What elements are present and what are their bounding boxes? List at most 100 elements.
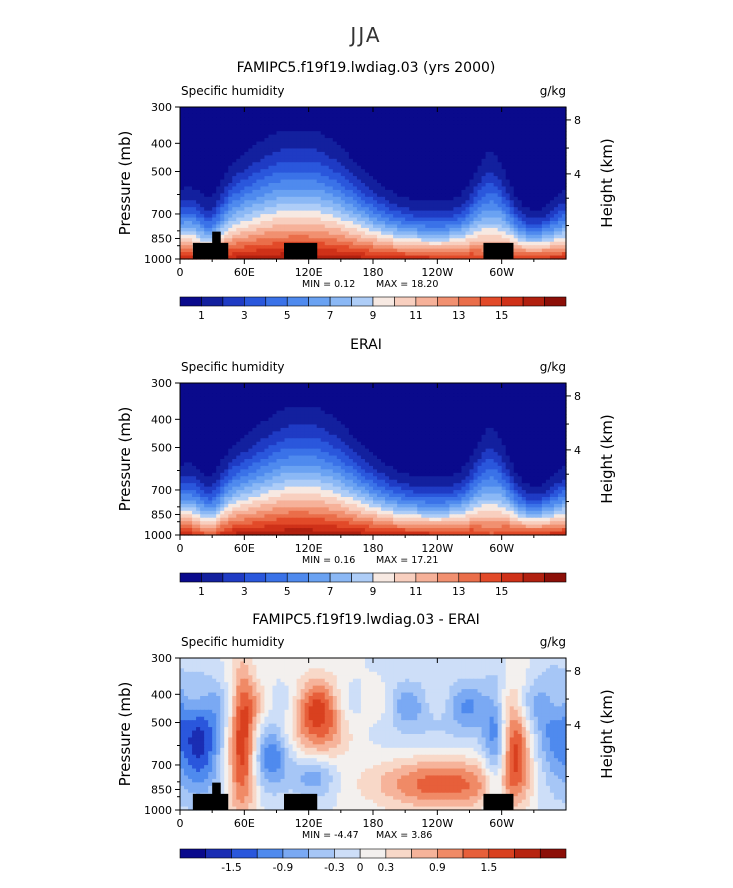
heatmap-cell <box>336 403 342 408</box>
heatmap-cell <box>200 120 205 125</box>
heatmap-cell <box>501 393 507 398</box>
heatmap-cell <box>364 179 370 184</box>
heatmap-cell <box>232 138 237 143</box>
heatmap-cell <box>553 383 559 388</box>
heatmap-cell <box>433 179 438 184</box>
heatmap-cell <box>268 221 274 226</box>
heatmap-cell <box>417 403 422 408</box>
heatmap-cell <box>465 127 471 132</box>
heatmap-cell <box>385 172 390 177</box>
heatmap-cell <box>280 386 286 391</box>
heatmap-cell <box>348 393 354 398</box>
heatmap-cell <box>385 383 390 388</box>
heatmap-cell <box>397 255 402 260</box>
heatmap-cell <box>421 117 426 122</box>
heatmap-cell <box>352 210 358 215</box>
heatmap-cell <box>497 214 503 219</box>
heatmap-cell <box>264 155 270 160</box>
heatmap-cell <box>529 155 535 160</box>
heatmap-cell <box>256 193 262 198</box>
heatmap-cell <box>284 155 290 160</box>
heatmap-cell <box>525 383 531 388</box>
heatmap-cell <box>537 176 543 181</box>
heatmap-cell <box>196 193 201 198</box>
heatmap-cell <box>373 396 378 401</box>
heatmap-cell <box>537 110 543 115</box>
heatmap-cell <box>477 172 483 177</box>
heatmap-cell <box>184 407 189 412</box>
heatmap-cell <box>224 214 229 219</box>
heatmap-cell <box>537 193 543 198</box>
heatmap-cell <box>373 189 378 194</box>
heatmap-cell <box>220 138 225 143</box>
heatmap-cell <box>561 120 567 125</box>
heatmap-cell <box>364 124 370 129</box>
heatmap-cell <box>469 120 475 125</box>
heatmap-cell <box>445 186 450 191</box>
heatmap-cell <box>224 203 229 208</box>
heatmap-cell <box>509 131 515 136</box>
heatmap-cell <box>453 134 459 139</box>
heatmap-cell <box>296 107 302 112</box>
heatmap-cell <box>553 248 559 253</box>
heatmap-cell <box>212 107 217 112</box>
heatmap-cell <box>316 403 322 408</box>
heatmap-cell <box>264 131 270 136</box>
heatmap-cell <box>228 189 233 194</box>
heatmap-cell <box>533 214 539 219</box>
heatmap-cell <box>537 386 543 391</box>
heatmap-cell <box>244 234 249 239</box>
heatmap-cell <box>553 224 559 229</box>
heatmap-cell <box>328 141 334 146</box>
heatmap-cell <box>332 124 338 129</box>
heatmap-cell <box>352 231 358 236</box>
heatmap-cell <box>449 145 455 150</box>
heatmap-cell <box>208 403 213 408</box>
heatmap-cell <box>356 238 362 243</box>
heatmap-cell <box>505 158 511 163</box>
terrain-block <box>212 231 221 259</box>
heatmap-cell <box>537 113 543 118</box>
heatmap-cell <box>296 141 302 146</box>
heatmap-cell <box>368 221 374 226</box>
heatmap-cell <box>208 148 213 153</box>
heatmap-cell <box>312 113 318 118</box>
heatmap-cell <box>196 117 201 122</box>
heatmap-cell <box>493 396 499 401</box>
heatmap-cell <box>280 120 286 125</box>
heatmap-cell <box>360 148 366 153</box>
heatmap-cell <box>461 162 467 167</box>
heatmap-cell <box>445 238 450 243</box>
heatmap-cell <box>332 252 338 257</box>
heatmap-cell <box>553 113 559 118</box>
heatmap-cell <box>228 227 233 232</box>
heatmap-cell <box>264 165 270 170</box>
heatmap-cell <box>509 403 515 408</box>
heatmap-cell <box>336 214 342 219</box>
colorbar-swatch <box>522 296 545 307</box>
heatmap-cell <box>204 134 209 139</box>
heatmap-cell <box>437 241 442 246</box>
heatmap-cell <box>264 245 270 250</box>
heatmap-cell <box>453 252 459 257</box>
heatmap-cell <box>405 238 410 243</box>
heatmap-cell <box>220 145 225 150</box>
heatmap-cell <box>184 151 189 156</box>
heatmap-cell <box>417 241 422 246</box>
heatmap-cell <box>517 110 523 115</box>
heatmap-cell <box>389 386 394 391</box>
heatmap-cell <box>405 386 410 391</box>
heatmap-cell <box>184 183 189 188</box>
heatmap-cell <box>409 127 414 132</box>
heatmap-cell <box>513 155 519 160</box>
heatmap-cell <box>268 383 274 388</box>
heatmap-cell <box>332 231 338 236</box>
heatmap-cell <box>417 238 422 243</box>
heatmap-cell <box>320 124 326 129</box>
heatmap-cell <box>336 117 342 122</box>
heatmap-cell <box>413 158 418 163</box>
heatmap-cell <box>204 203 209 208</box>
heatmap-cell <box>336 169 342 174</box>
heatmap-cell <box>208 231 213 236</box>
heatmap-cell <box>485 113 491 118</box>
